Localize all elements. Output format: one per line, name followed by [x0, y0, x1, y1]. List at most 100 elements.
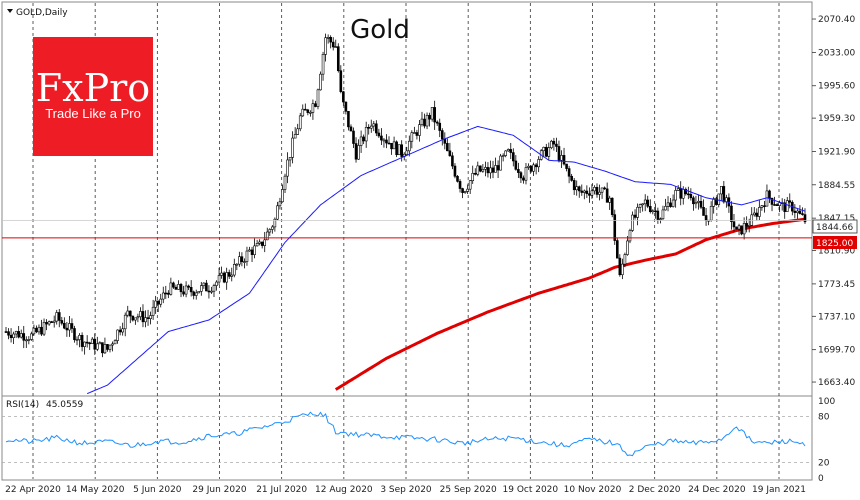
candle-body [377, 132, 381, 137]
candle-body [529, 165, 533, 172]
candle-body [522, 177, 525, 181]
candle-body [519, 172, 523, 179]
candle-body [136, 316, 140, 319]
candle-body [98, 342, 102, 345]
chevron-down-icon[interactable] [7, 9, 13, 13]
candle-body [798, 210, 802, 214]
candle-body [385, 139, 388, 144]
candle-body [73, 328, 76, 341]
candle-body [628, 230, 632, 242]
candle-body [646, 199, 650, 207]
candle-body [489, 167, 492, 174]
candle-body [745, 223, 748, 227]
candle-body [481, 169, 485, 172]
candle-body [288, 157, 292, 161]
candle-body [57, 312, 61, 321]
candle-body [714, 198, 718, 205]
candle-body [90, 338, 94, 344]
candle-body [301, 108, 305, 117]
candle-body [575, 186, 579, 191]
candle-body [215, 281, 218, 286]
candle-body [415, 132, 419, 136]
candle-body [96, 343, 99, 350]
candle-body [783, 202, 787, 212]
candle-body [643, 199, 647, 205]
chart-title: Gold [350, 15, 410, 45]
y-tick-label: 1884.55 [818, 181, 855, 191]
candle-body [600, 187, 604, 193]
candle-body [631, 214, 634, 231]
candle-body [608, 197, 611, 203]
candle-body [494, 165, 497, 173]
candle-body [509, 149, 513, 153]
candle-body [118, 329, 122, 333]
candle-body [448, 150, 452, 157]
candle-body [265, 231, 269, 241]
sma200-line [334, 217, 806, 391]
candle-body [770, 197, 774, 205]
candle-body [60, 320, 64, 324]
candle-body [45, 322, 48, 325]
candle-body [172, 282, 175, 288]
candle-body [760, 205, 764, 208]
current-price-tag: 1844.66 [812, 219, 858, 234]
candle-body [468, 180, 472, 190]
candle-body [788, 200, 792, 203]
rsi-value: 45.0559 [46, 400, 83, 410]
candle-body [676, 188, 680, 191]
candle-body [555, 143, 558, 147]
candle-body [174, 286, 178, 290]
sma50-line [87, 125, 806, 395]
candle-body [557, 146, 561, 161]
candle-body [47, 321, 51, 325]
candle-body [425, 114, 429, 127]
y-tick-label: 1773.45 [818, 280, 855, 290]
rsi-tick-label: 100 [818, 397, 835, 407]
candle-body [316, 89, 320, 107]
candle-body [410, 132, 414, 142]
candle-body [156, 300, 160, 305]
level-price-box [813, 236, 857, 249]
candle-body [446, 143, 449, 152]
candle-body [169, 282, 173, 295]
candle-body [319, 73, 322, 91]
candle-body [440, 130, 444, 140]
candle-body [189, 287, 193, 293]
candle-body [336, 46, 340, 72]
candle-body [534, 164, 538, 168]
candle-body [463, 191, 467, 193]
candle-body [550, 140, 553, 149]
candle-body [281, 189, 284, 203]
y-tick-label: 1959.30 [818, 114, 855, 124]
candle-body [347, 111, 350, 128]
candle-body [651, 210, 655, 213]
x-tick-label: 14 May 2020 [66, 485, 125, 495]
candle-body [524, 167, 528, 181]
candle-body [4, 331, 8, 333]
candle-body [276, 205, 279, 220]
y-tick-label: 1663.40 [818, 378, 855, 388]
candle-body [339, 70, 343, 92]
candle-body [684, 188, 688, 195]
symbol-label-group[interactable]: GOLD,Daily [7, 8, 68, 18]
candle-body [103, 344, 107, 354]
candle-body [615, 240, 619, 259]
candle-body [37, 326, 41, 333]
candle-body [387, 142, 391, 145]
candle-body [311, 103, 315, 113]
fxpro-logo: FxPro Trade Like a Pro [33, 37, 153, 156]
candle-body [476, 165, 480, 175]
candle-body [382, 139, 386, 142]
rsi-indicator-label: RSI(14) 45.0559 [6, 400, 83, 410]
candle-body [532, 164, 535, 172]
candle-body [364, 126, 368, 142]
candle-body [633, 214, 637, 218]
candle-body [126, 310, 130, 316]
candle-body [613, 214, 617, 241]
candle-body [161, 292, 165, 300]
candle-body [17, 331, 20, 338]
candle-body [342, 91, 345, 103]
candle-body [293, 134, 297, 139]
candle-body [235, 263, 239, 266]
